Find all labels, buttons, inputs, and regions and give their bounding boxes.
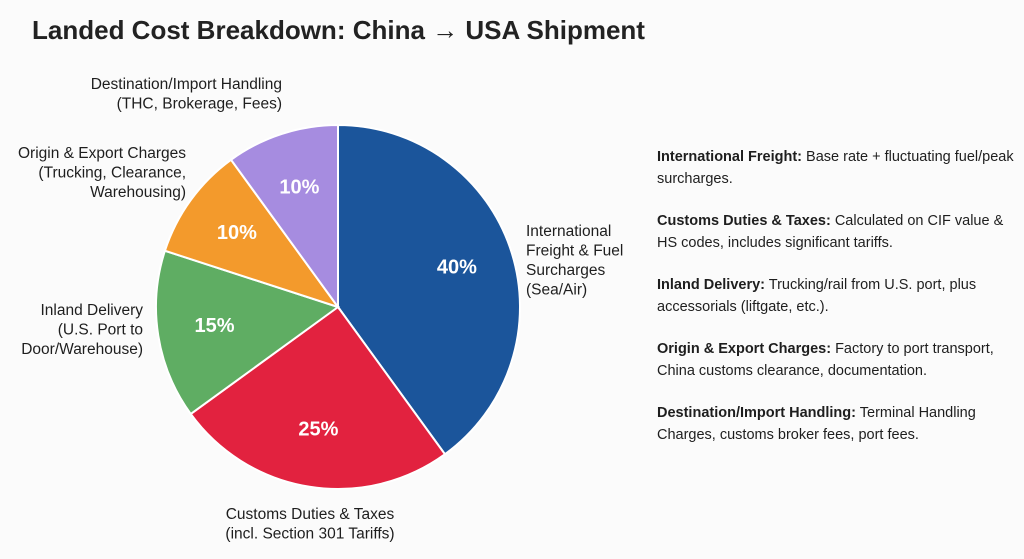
category-label: Destination/Import Handling (THC, Brokera… [91, 76, 282, 113]
chart-title: Landed Cost Breakdown: China → USA Shipm… [32, 15, 645, 45]
pie-slice [163, 158, 341, 309]
note-text: Trucking/rail from U.S. port, plus acces… [657, 277, 977, 315]
note-term: Destination/Import Handling: [657, 405, 856, 421]
category-label: Customs Duties & Taxes (incl. Section 301… [225, 506, 394, 543]
category-label-line: (Trucking, Clearance, [38, 165, 186, 182]
note: Origin & Export Charges: Factory to port… [657, 338, 1022, 382]
category-label-line: Surcharges [526, 262, 606, 279]
category-label: Inland Delivery (U.S. Port to Door/Warehou… [21, 302, 143, 358]
category-label-line: Inland Delivery [40, 302, 143, 319]
note: Customs Duties & Taxes: Calculated on CI… [657, 210, 1022, 254]
value-label: 40% [437, 257, 477, 279]
value-label: 15% [195, 315, 235, 337]
category-label-line: Warehousing) [90, 184, 186, 201]
pie-slice [229, 123, 339, 311]
category-label-line: Customs Duties & Taxes [226, 506, 395, 523]
category-label-line: International [526, 223, 611, 240]
pie-slice [189, 305, 447, 490]
category-label-line: (THC, Brokerage, Fees) [117, 96, 282, 113]
note-term: International Freight: [657, 149, 802, 165]
note-text: Base rate + fluctuating fuel/peak surcha… [657, 149, 1014, 187]
note: International Freight: Base rate + fluct… [657, 146, 1022, 190]
note: Inland Delivery: Trucking/rail from U.S.… [657, 274, 1022, 318]
note-term: Inland Delivery: [657, 277, 765, 293]
category-label-line: (Sea/Air) [526, 282, 587, 299]
value-label: 10% [217, 222, 257, 244]
category-label-line: Destination/Import Handling [91, 76, 282, 93]
category-label-line: (U.S. Port to [58, 322, 143, 339]
category-label-line: Door/Warehouse) [21, 341, 143, 358]
category-label-line: Freight & Fuel [526, 243, 623, 260]
pie-slice [337, 123, 521, 456]
pie-slice [155, 249, 341, 416]
category-label: Origin & Export Charges (Trucking, Cleara… [18, 145, 186, 201]
category-label-line: (incl. Section 301 Tariffs) [225, 526, 394, 543]
notes: International Freight: Base rate + fluct… [657, 146, 1022, 466]
note: Destination/Import Handling: Terminal Ha… [657, 402, 1022, 446]
value-label: 25% [298, 419, 338, 441]
value-label: 10% [279, 176, 319, 198]
note-term: Origin & Export Charges: [657, 341, 832, 357]
note-text: Terminal Handling Charges, customs broke… [657, 405, 976, 443]
category-label: International Freight & Fuel Surcharges (Se… [526, 223, 623, 299]
category-label-line: Origin & Export Charges [18, 145, 186, 162]
note-text: Calculated on CIF value & HS codes, incl… [657, 213, 1004, 251]
note-term: Customs Duties & Taxes: [657, 213, 831, 229]
note-text: Factory to port transport, China customs… [657, 341, 994, 379]
